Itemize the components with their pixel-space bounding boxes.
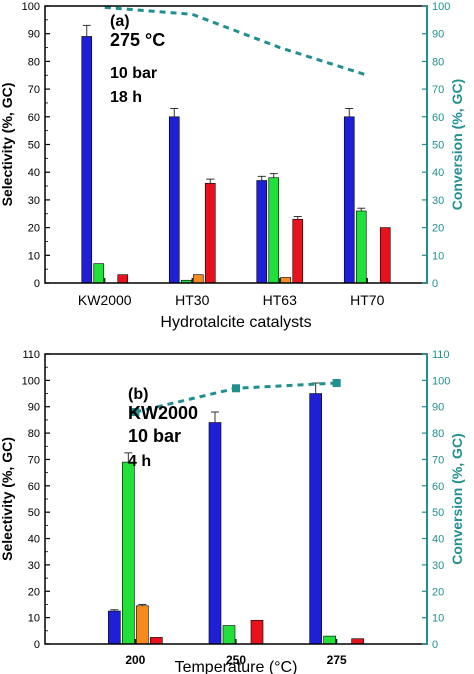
y2-tick-label: 90 — [432, 29, 444, 41]
panel-label: (b) — [128, 386, 148, 403]
bar-green-250 — [222, 625, 236, 645]
y2-tick-label: 10 — [432, 613, 444, 625]
annotation-1: 10 bar — [110, 65, 157, 82]
bar-red-KW2000 — [117, 274, 129, 284]
y-tick-label: 0 — [34, 639, 40, 651]
y-tick-label: 30 — [28, 195, 40, 207]
annotation-2: 18 h — [110, 89, 142, 106]
x-tick-label: KW2000 — [78, 292, 132, 308]
y2-tick-label: 80 — [432, 428, 444, 440]
x-tick-label: HT63 — [263, 292, 297, 308]
bar-red-HT63 — [292, 218, 304, 284]
y-tick-label: 60 — [28, 112, 40, 124]
y2-tick-label: 40 — [432, 534, 444, 546]
bar-blue-HT70 — [343, 116, 355, 284]
y2-axis-title: Conversion (%, GC) — [449, 79, 465, 210]
y2-axis-title: Conversion (%, GC) — [449, 433, 465, 564]
bar-green-HT63 — [268, 177, 280, 284]
y2-tick-label: 70 — [432, 84, 444, 96]
y-tick-label: 30 — [28, 560, 40, 572]
bar-red-HT30 — [204, 182, 216, 284]
y-tick-label: 110 — [22, 349, 40, 361]
y2-tick-label: 90 — [432, 402, 444, 414]
x-tick-label: 200 — [125, 653, 145, 667]
y2-tick-label: 20 — [432, 586, 444, 598]
y-tick-label: 100 — [22, 375, 40, 387]
y2-tick-label: 110 — [432, 349, 450, 361]
bar-blue-KW2000 — [81, 36, 93, 284]
y-tick-label: 40 — [28, 167, 40, 179]
x-tick-label: 275 — [327, 653, 347, 667]
y-tick-label: 80 — [28, 56, 40, 68]
bar-orange-HT30 — [192, 274, 204, 284]
annotation-0: KW2000 — [128, 403, 198, 423]
y2-tick-label: 30 — [432, 560, 444, 572]
y2-tick-label: 60 — [432, 112, 444, 124]
bar-red-275 — [351, 638, 364, 645]
annotation-0: 275 °C — [110, 30, 165, 50]
y-tick-label: 50 — [28, 507, 40, 519]
conversion-line — [104, 5, 368, 77]
x-axis-title: Temperature (°C) — [175, 659, 298, 674]
y2-tick-label: 40 — [432, 167, 444, 179]
y-tick-label: 100 — [22, 1, 40, 13]
bar-green-200 — [122, 461, 135, 645]
plot-frame — [44, 353, 428, 645]
y2-tick-label: 0 — [432, 278, 438, 290]
annotation-1: 10 bar — [128, 426, 181, 446]
bar-orange-HT63 — [280, 277, 292, 284]
bar-blue-HT30 — [168, 116, 180, 284]
x-tick-label: HT30 — [175, 292, 209, 308]
panel-b: 0 0 10 10 20 20 30 30 40 40 50 50 60 60 70 70 80 80 90 90 10… — [0, 349, 465, 674]
conversion-point-200 — [131, 408, 140, 416]
y-tick-label: 0 — [34, 278, 40, 290]
x-tick-label: 250 — [226, 653, 246, 667]
y-tick-label: 70 — [28, 454, 40, 466]
plot-frame — [44, 5, 428, 284]
y-tick-label: 10 — [28, 613, 40, 625]
panel-a: 0 0 10 10 20 20 30 30 40 40 50 50 60 60 70 70 80 80 90 90 10… — [0, 1, 465, 331]
bar-red-250 — [250, 619, 264, 645]
y2-tick-label: 20 — [432, 223, 444, 235]
y-tick-label: 40 — [28, 534, 40, 546]
bar-blue-250 — [208, 422, 222, 645]
bar-red-200 — [150, 637, 163, 645]
y-tick-label: 50 — [28, 140, 40, 152]
conversion-point-275 — [332, 379, 341, 387]
bar-orange-200 — [136, 605, 149, 645]
bar-green-KW2000 — [93, 263, 105, 284]
y2-tick-label: 50 — [432, 140, 444, 152]
y-tick-label: 70 — [28, 84, 40, 96]
y2-tick-label: 100 — [432, 1, 450, 13]
bar-blue-275 — [309, 393, 322, 645]
y2-tick-label: 100 — [432, 375, 450, 387]
annotation-2: 4 h — [128, 453, 151, 470]
y-axis-title: Selectivity (%, GC) — [0, 437, 15, 561]
bar-blue-200 — [108, 610, 121, 645]
y-tick-label: 20 — [28, 586, 40, 598]
y2-tick-label: 0 — [432, 639, 438, 651]
y-tick-label: 90 — [28, 29, 40, 41]
conversion-point-250 — [232, 384, 240, 393]
y-axis-title: Selectivity (%, GC) — [0, 83, 15, 207]
x-axis-title: Hydrotalcite catalysts — [160, 314, 311, 331]
bar-blue-HT63 — [256, 180, 268, 284]
y-tick-label: 60 — [28, 481, 40, 493]
bar-green-275 — [323, 635, 336, 645]
bar-red-HT70 — [379, 227, 391, 284]
y-tick-label: 10 — [28, 250, 40, 262]
panel-label: (a) — [110, 13, 130, 30]
y2-tick-label: 70 — [432, 454, 444, 466]
x-tick-label: HT70 — [350, 292, 384, 308]
y-tick-label: 90 — [28, 402, 40, 414]
y2-tick-label: 60 — [432, 481, 444, 493]
y2-tick-label: 50 — [432, 507, 444, 519]
bar-green-HT70 — [355, 210, 367, 284]
y2-tick-label: 10 — [432, 250, 444, 262]
y-tick-label: 20 — [28, 223, 40, 235]
y2-tick-label: 30 — [432, 195, 444, 207]
y-tick-label: 80 — [28, 428, 40, 440]
y2-tick-label: 80 — [432, 56, 444, 68]
